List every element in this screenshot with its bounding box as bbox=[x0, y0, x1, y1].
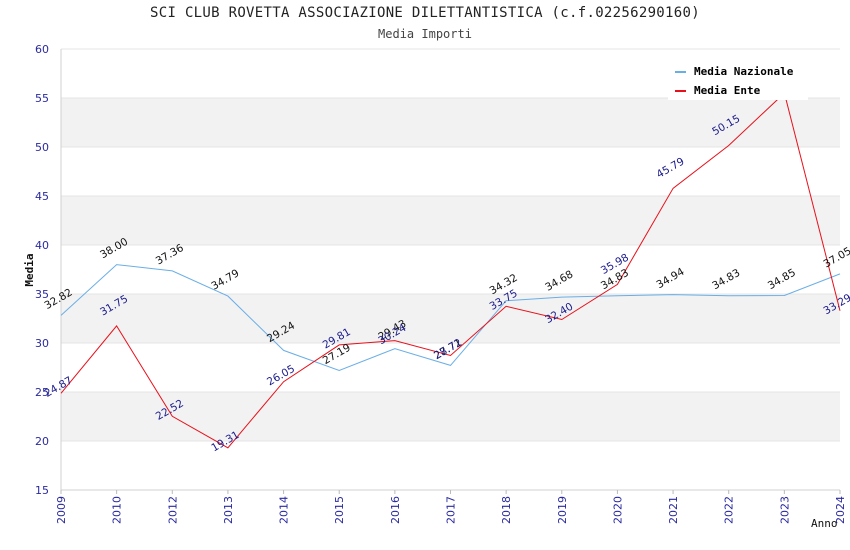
data-label-nazionale: 34.83 bbox=[710, 267, 742, 292]
grid-band bbox=[61, 294, 840, 343]
data-label-nazionale: 34.79 bbox=[209, 267, 241, 292]
y-tick-label: 20 bbox=[35, 435, 49, 448]
y-tick-label: 15 bbox=[35, 484, 49, 497]
data-label-nazionale: 34.85 bbox=[766, 267, 798, 292]
grid-band bbox=[61, 98, 840, 147]
gridlines bbox=[61, 48, 840, 491]
x-tick-label: 2016 bbox=[389, 496, 402, 524]
data-label-nazionale: 37.05 bbox=[822, 245, 850, 270]
background-bands bbox=[61, 98, 840, 441]
x-tick-label: 2018 bbox=[500, 496, 513, 524]
x-tick-label: 2010 bbox=[111, 496, 124, 524]
x-tick-label: 2022 bbox=[723, 496, 736, 524]
legend-box bbox=[668, 60, 808, 100]
data-label-ente: 45.79 bbox=[655, 155, 687, 180]
legend-label-nazionale: Media Nazionale bbox=[694, 65, 794, 78]
legend: Media Nazionale Media Ente bbox=[668, 60, 808, 100]
y-tick-label: 40 bbox=[35, 239, 49, 252]
x-tick-label: 2014 bbox=[278, 496, 291, 524]
y-axis-title: Media bbox=[23, 253, 36, 286]
x-tick-label: 2024 bbox=[834, 496, 847, 524]
x-tick-label: 2009 bbox=[55, 496, 68, 524]
y-tick-label: 25 bbox=[35, 386, 49, 399]
x-tick-label: 2015 bbox=[333, 496, 346, 524]
data-label-nazionale: 34.68 bbox=[543, 268, 575, 293]
data-label-nazionale: 34.94 bbox=[655, 266, 687, 292]
y-tick-label: 50 bbox=[35, 141, 49, 154]
y-tick-label: 30 bbox=[35, 337, 49, 350]
y-tick-label: 35 bbox=[35, 288, 49, 301]
series-lines bbox=[60, 92, 841, 449]
x-tick-label: 2013 bbox=[222, 496, 235, 524]
x-tick-label: 2021 bbox=[667, 496, 680, 524]
x-tick-label: 2017 bbox=[445, 496, 458, 524]
chart-title: SCI CLUB ROVETTA ASSOCIAZIONE DILETTANTI… bbox=[150, 5, 700, 21]
x-axis-ticks: 2009 2010 2012 2013 2014 2015 2016 2017 2018 2019… bbox=[55, 490, 847, 524]
chart-subtitle: Media Importi bbox=[378, 27, 472, 41]
grid-band bbox=[61, 196, 840, 245]
legend-label-ente: Media Ente bbox=[694, 84, 761, 97]
y-axis-ticks: 15 20 25 30 35 40 45 50 55 60 bbox=[35, 43, 49, 497]
y-tick-label: 60 bbox=[35, 43, 49, 56]
x-tick-label: 2019 bbox=[556, 496, 569, 524]
x-tick-label: 2020 bbox=[611, 496, 624, 524]
grid-band bbox=[61, 392, 840, 441]
x-tick-label: 2012 bbox=[166, 496, 179, 524]
x-axis-title: Anno bbox=[811, 517, 838, 530]
y-tick-label: 45 bbox=[35, 190, 49, 203]
series-line-media-nazionale bbox=[60, 264, 841, 372]
series-line-media-ente bbox=[60, 92, 841, 449]
data-label-nazionale: 37.36 bbox=[154, 242, 186, 268]
x-tick-label: 2023 bbox=[778, 496, 791, 524]
y-tick-label: 55 bbox=[35, 92, 49, 105]
